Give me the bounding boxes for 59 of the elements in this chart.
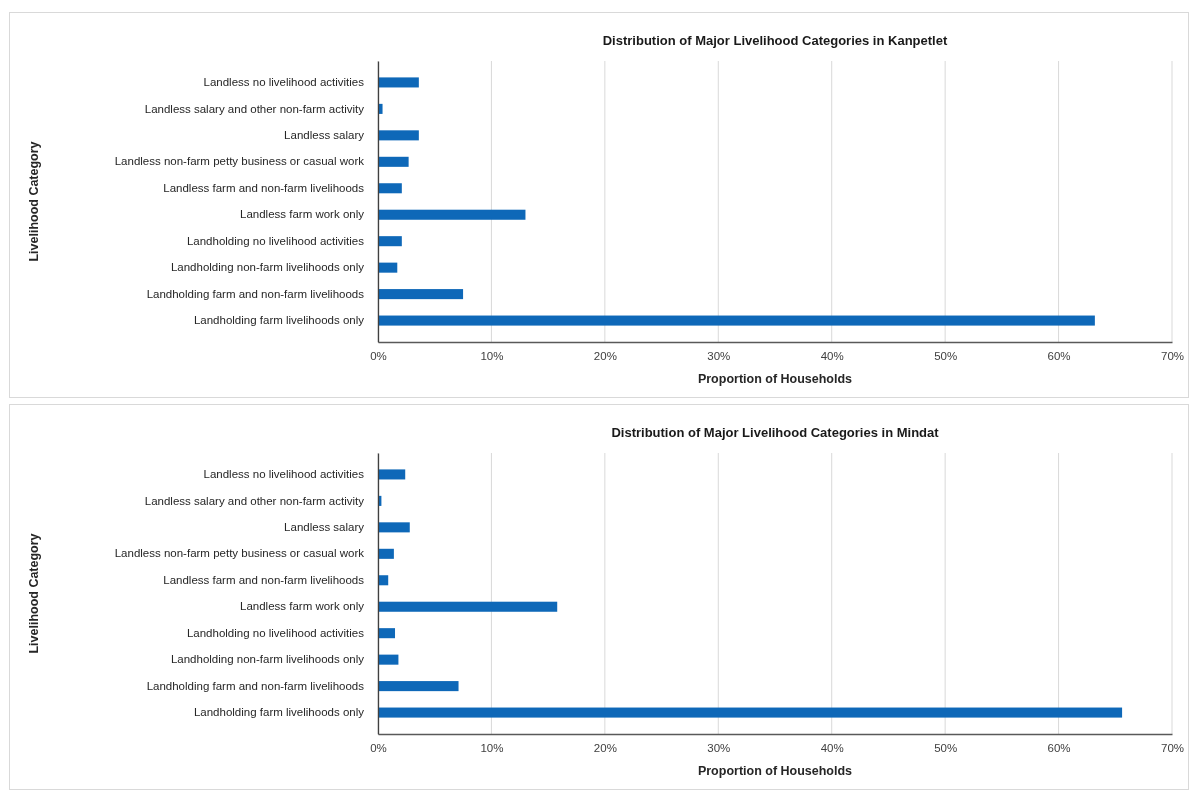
y-tick-label: Landless farm work only: [240, 208, 365, 221]
y-tick-label: Landless salary and other non-farm activity: [144, 494, 365, 507]
x-tick-label: 0%: [370, 742, 387, 755]
y-tick-label: Landless non-farm petty business or casual work: [114, 155, 365, 168]
y-tick-label: Landholding no livelihood activities: [186, 234, 365, 247]
bar: [378, 469, 406, 480]
x-tick-label: 60%: [1047, 742, 1071, 755]
x-tick-label: 40%: [820, 742, 844, 755]
x-tick-label: 10%: [480, 350, 504, 363]
x-tick-label: 50%: [934, 742, 958, 755]
chart-title: Distribution of Major Livelihood Categories in Kanpetlet: [602, 33, 948, 48]
y-tick-label: Landholding non-farm livelihoods only: [170, 261, 365, 274]
x-tick-label: 50%: [934, 350, 958, 363]
y-tick-label: Landless no livelihood activities: [203, 76, 365, 89]
bar: [378, 628, 396, 639]
x-tick-label: 60%: [1047, 350, 1071, 363]
bar: [378, 654, 399, 665]
y-tick-label: Landholding non-farm livelihoods only: [170, 653, 365, 666]
y-tick-label: Landholding farm and non-farm livelihoods: [146, 679, 365, 692]
x-axis-title: Proportion of Households: [697, 372, 853, 386]
x-axis-title: Proportion of Households: [697, 764, 853, 778]
x-tick-label: 0%: [370, 350, 387, 363]
bar: [378, 548, 394, 559]
bar: [378, 209, 526, 220]
bar: [378, 130, 419, 141]
x-tick-label: 30%: [707, 350, 731, 363]
y-tick-label: Landholding no livelihood activities: [186, 626, 365, 639]
x-tick-label: 20%: [593, 742, 617, 755]
x-tick-label: 40%: [820, 350, 844, 363]
bar: [378, 262, 398, 273]
x-tick-label: 70%: [1160, 350, 1185, 363]
bar: [378, 289, 464, 300]
bar: [378, 236, 402, 247]
y-tick-label: Landless farm and non-farm livelihoods: [163, 573, 365, 586]
bar: [378, 77, 419, 88]
y-tick-label: Landless salary: [284, 521, 365, 534]
y-tick-label: Landless no livelihood activities: [203, 468, 365, 481]
x-tick-label: 20%: [593, 350, 617, 363]
y-tick-label: Landless salary and other non-farm activity: [144, 102, 365, 115]
y-tick-label: Landholding farm livelihoods only: [193, 706, 365, 719]
y-axis-title: Livelihood Category: [27, 141, 41, 262]
y-tick-label: Landholding farm livelihoods only: [193, 314, 365, 327]
y-tick-label: Landless farm and non-farm livelihoods: [163, 181, 365, 194]
bar: [378, 707, 1123, 718]
y-tick-label: Landless salary: [284, 129, 365, 142]
y-tick-label: Landholding farm and non-farm livelihoods: [146, 287, 365, 300]
x-tick-label: 10%: [480, 742, 504, 755]
x-tick-label: 70%: [1160, 742, 1185, 755]
y-tick-label: Landless farm work only: [240, 600, 365, 613]
y-axis-title: Livelihood Category: [27, 533, 41, 654]
bar: [378, 681, 459, 692]
chart-title: Distribution of Major Livelihood Categories in Mindat: [611, 425, 940, 440]
bar: [378, 315, 1095, 326]
bar: [378, 156, 409, 167]
bar: [378, 183, 402, 194]
bar: [378, 601, 558, 612]
y-tick-label: Landless non-farm petty business or casual work: [114, 547, 365, 560]
x-tick-label: 30%: [707, 742, 731, 755]
bar: [378, 522, 410, 533]
